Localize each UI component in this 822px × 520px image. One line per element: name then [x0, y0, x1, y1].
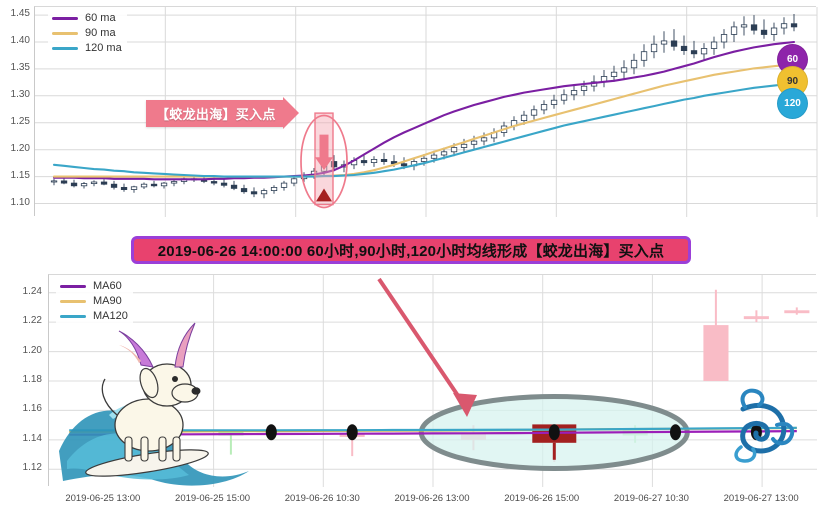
bottom-chart-panel: 1.24 1.22 1.20 1.18 1.16 1.14 1.12 MA60 MA90 MA1…: [0, 270, 822, 520]
legend-color-swatch: [60, 315, 86, 318]
legend-label: 120 ma: [85, 42, 122, 54]
legend-color-swatch: [60, 300, 86, 303]
top-chart-panel: 1.45 1.40 1.35 1.30 1.25 1.20 1.15 1.10 60 ma 90…: [0, 0, 822, 228]
legend-label: 60 ma: [85, 12, 116, 24]
legend-color-swatch: [60, 285, 86, 288]
legend-label: 90 ma: [85, 27, 116, 39]
legend-item[interactable]: MA60: [60, 279, 128, 294]
y-axis-tick-label: 1.30: [10, 88, 30, 100]
legend-color-swatch: [52, 17, 78, 20]
legend-item[interactable]: MA120: [60, 309, 128, 324]
legend-label: MA60: [93, 280, 122, 292]
x-axis-tick-label: 2019-06-26 10:30: [284, 493, 360, 504]
legend-item[interactable]: 90 ma: [52, 26, 122, 41]
y-axis-tick-label: 1.12: [22, 462, 42, 474]
x-axis-tick-label: 2019-06-27 10:30: [613, 493, 689, 504]
top-chart-legend: 60 ma 90 ma 120 ma: [48, 8, 127, 59]
legend-color-swatch: [52, 32, 78, 35]
y-axis-tick-label: 1.35: [10, 61, 30, 73]
y-axis-tick-label: 1.18: [22, 374, 42, 385]
legend-label: MA120: [93, 310, 128, 322]
legend-item[interactable]: 120 ma: [52, 41, 122, 56]
y-axis-tick-label: 1.22: [22, 315, 42, 327]
x-axis-tick-label: 2019-06-27 13:00: [723, 493, 799, 504]
legend-color-swatch: [52, 47, 78, 50]
y-axis-tick-label: 1.25: [10, 115, 30, 127]
y-axis-tick-label: 1.14: [22, 432, 42, 444]
bottom-chart-plot-area: [48, 274, 817, 487]
legend-item[interactable]: MA90: [60, 294, 128, 309]
legend-item[interactable]: 60 ma: [52, 11, 122, 26]
buy-point-callout: 【蛟龙出海】买入点: [146, 97, 299, 129]
x-axis-tick-label: 2019-06-26 15:00: [504, 493, 580, 504]
blue-dragon-illustration: [734, 388, 795, 463]
buy-point-callout-label: 【蛟龙出海】买入点: [156, 107, 276, 122]
x-axis-tick-label: 2019-06-25 15:00: [175, 493, 251, 504]
top-chart-graphics: [35, 7, 818, 217]
y-axis-tick-label: 1.16: [22, 403, 42, 415]
y-axis-tick-label: 1.24: [22, 285, 42, 297]
y-axis-tick-label: 1.45: [10, 8, 30, 20]
y-axis-tick-label: 1.10: [10, 196, 30, 208]
callout-arrow-tip: [282, 97, 299, 129]
bottom-chart-legend: MA60 MA90 MA120: [56, 276, 133, 327]
ma-badge-120[interactable]: 120: [777, 88, 808, 119]
signal-banner: 2019-06-26 14:00:00 60小时,90小时,120小时均线形成【…: [131, 236, 691, 264]
y-axis-tick-label: 1.40: [10, 35, 30, 46]
y-axis-tick-label: 1.20: [22, 344, 42, 356]
signal-banner-text: 2019-06-26 14:00:00 60小时,90小时,120小时均线形成【…: [157, 242, 665, 260]
y-axis-tick-label: 1.20: [10, 142, 30, 154]
y-axis-tick-label: 1.15: [10, 169, 30, 181]
x-axis-tick-label: 2019-06-25 13:00: [65, 493, 141, 504]
bottom-chart-graphics: [49, 275, 817, 487]
x-axis-tick-label: 2019-06-26 13:00: [394, 493, 470, 504]
legend-label: MA90: [93, 295, 122, 307]
surfing-dog-illustration: [59, 322, 249, 486]
